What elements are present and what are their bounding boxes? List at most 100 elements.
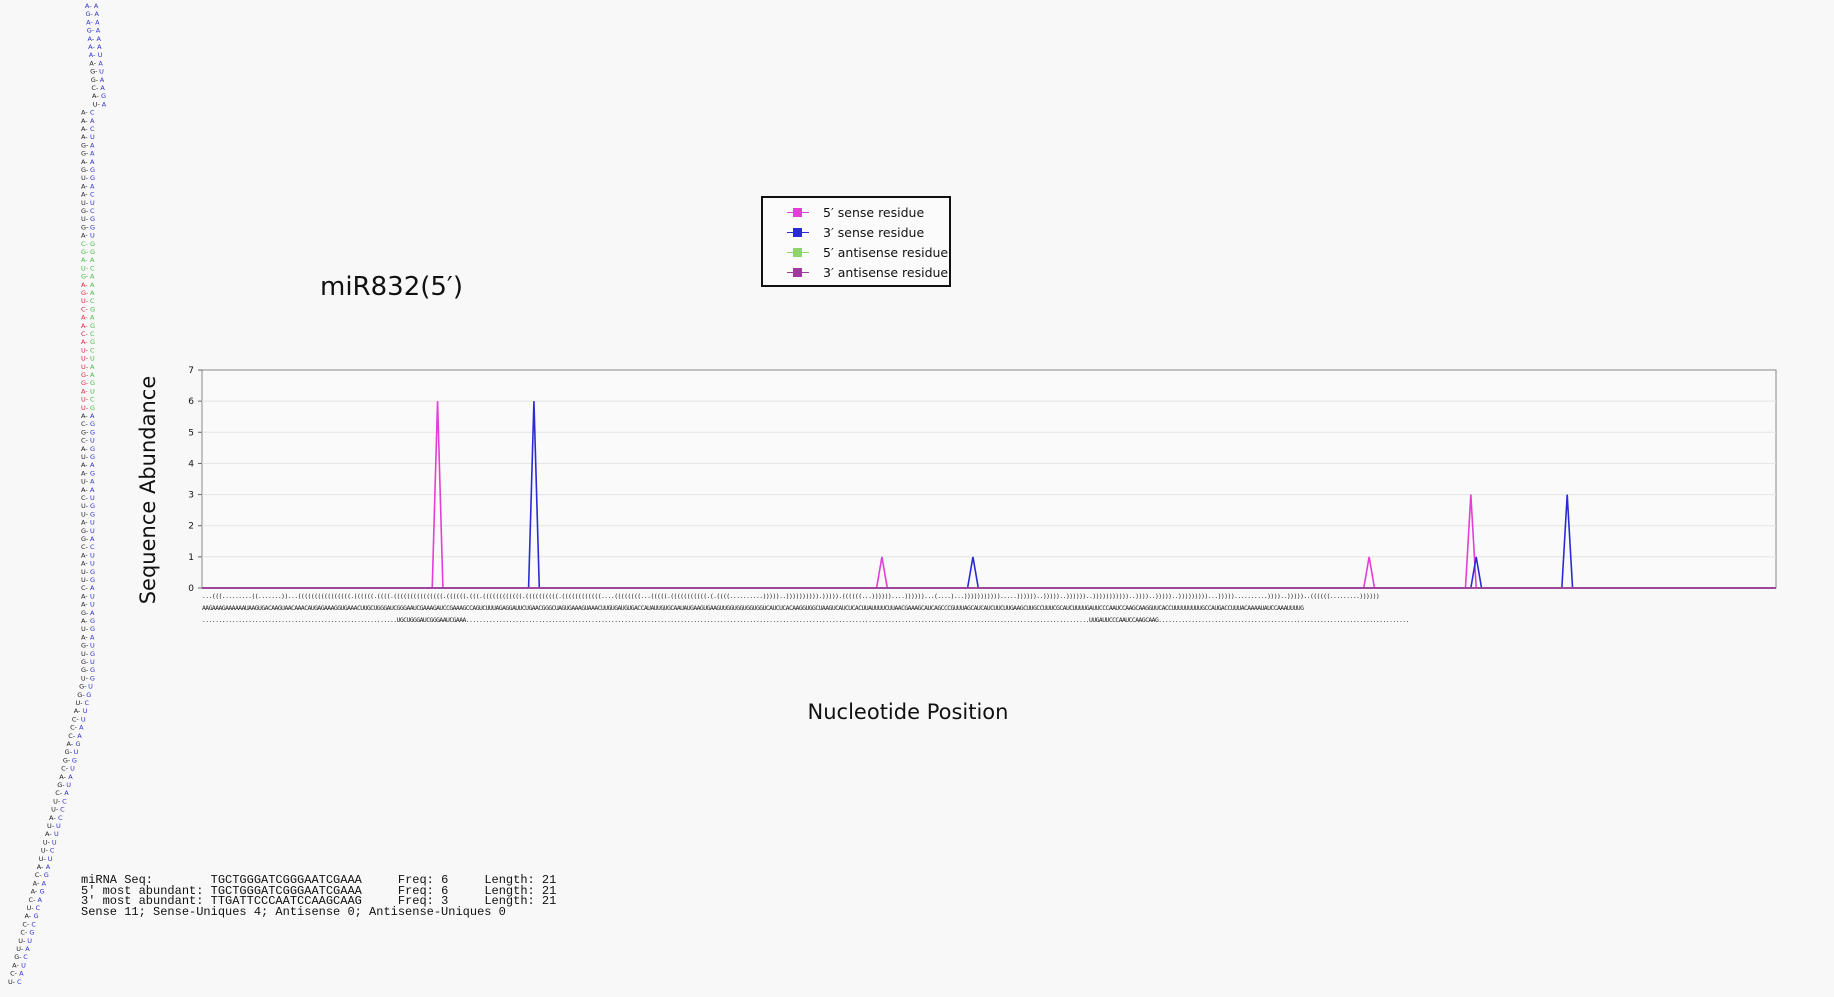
hairpin-base: C- [55, 789, 63, 797]
hairpin-base: G [90, 650, 95, 658]
hairpin-base: U- [81, 297, 89, 305]
stats-row-mirna: miRNA Seq: TGCTGGGATCGGGAATCGAAA Freq: 6… [81, 873, 557, 887]
hairpin-base: A- [31, 888, 38, 896]
hairpin-base: C [36, 904, 41, 912]
hairpin-base: A- [81, 125, 88, 133]
hairpin-base: U [90, 551, 95, 559]
hairpin-base: A [90, 363, 95, 371]
hairpin-base: A [90, 584, 95, 592]
y-axis-label: Sequence Abundance [136, 375, 160, 605]
hairpin-base: A [90, 256, 95, 264]
hairpin-base: A- [45, 830, 52, 838]
hairpin-base: C [90, 297, 95, 305]
x-axis-label: Nucleotide Position [807, 700, 1009, 724]
stats-row-summary: Sense 11; Sense-Uniques 4; Antisense 0; … [81, 904, 506, 919]
hairpin-base: C- [81, 305, 89, 313]
mirna-alignment-row: ........................................… [202, 616, 1409, 624]
y-tick-label: 5 [188, 428, 194, 438]
hairpin-base: U [66, 781, 71, 789]
hairpin-base: G [90, 166, 95, 174]
hairpin-base: A [19, 970, 24, 978]
legend-marker-5-sense [787, 206, 809, 218]
hairpin-base: G- [81, 609, 89, 617]
hairpin-base: C- [81, 494, 89, 502]
y-tick-label: 6 [188, 397, 194, 407]
hairpin-base: U- [93, 100, 101, 108]
legend-item-3-sense: 3′ sense residue [787, 222, 949, 242]
hairpin-base: C- [22, 920, 30, 928]
hairpin-base: A [94, 10, 99, 18]
hairpin-base: G [90, 568, 95, 576]
hairpin-base: G- [81, 141, 89, 149]
hairpin-base: G- [87, 27, 95, 35]
hairpin-base: A- [88, 43, 95, 51]
y-tick-label: 1 [188, 553, 194, 563]
hairpin-base: A- [89, 51, 96, 59]
hairpin-base: C [90, 264, 95, 272]
hairpin-base: A- [81, 281, 88, 289]
hairpin-base: C- [81, 420, 89, 428]
hairpin-base: A- [74, 707, 81, 715]
hairpin-base: G [40, 888, 45, 896]
hairpin-base: A- [81, 412, 88, 420]
hairpin-base: U- [81, 625, 89, 633]
hairpin-base: C- [10, 970, 18, 978]
hairpin-base: C [90, 543, 95, 551]
hairpin-base: A- [81, 560, 88, 568]
hairpin-base: A- [81, 158, 88, 166]
hairpin-base: G- [81, 273, 89, 281]
hairpin-base: G [33, 912, 38, 920]
hairpin-base: A [79, 724, 84, 732]
hairpin-base: A [90, 281, 95, 289]
hairpin-base: C [62, 797, 67, 805]
hairpin-base: C- [81, 330, 89, 338]
hairpin-base: A [90, 461, 95, 469]
hairpin-base: A- [49, 814, 56, 822]
hairpin-base: G [29, 929, 34, 937]
hairpin-base: G [90, 420, 95, 428]
hairpin-base: A [90, 141, 95, 149]
hairpin-base: U- [81, 478, 89, 486]
hairpin-base: A- [81, 592, 88, 600]
hairpin-base: A [90, 158, 95, 166]
hairpin-base: G [90, 379, 95, 387]
hairpin-base: U- [81, 453, 89, 461]
hairpin-base: G [90, 215, 95, 223]
hairpin-base: G- [81, 166, 89, 174]
hairpin-base: A [97, 43, 102, 51]
hairpin-base: A- [81, 519, 88, 527]
hairpin-base: A [90, 633, 95, 641]
hairpin-base: G [90, 625, 95, 633]
hairpin-base: C [90, 207, 95, 215]
hairpin-base: A [90, 412, 95, 420]
legend-label-3-antisense: 3′ antisense residue [823, 264, 949, 280]
stats-row-3-most: 3′ most abundant: TTGATTCCCAATCCAAGCAAG … [81, 894, 557, 908]
hairpin-base: G- [79, 683, 87, 691]
hairpin-base: A [100, 76, 105, 84]
hairpin-base: A- [81, 232, 88, 240]
hairpin-base: A- [81, 551, 88, 559]
hairpin-base: G- [81, 371, 89, 379]
hairpin-base: G- [81, 666, 89, 674]
hairpin-base: C [90, 330, 95, 338]
hairpin-base: U- [81, 174, 89, 182]
stats-block: miRNA Seq: TGCTGGGATCGGGAATCGAAA Freq: 6… [81, 873, 557, 919]
hairpin-base: C- [81, 543, 89, 551]
hairpin-base: A [90, 535, 95, 543]
hairpin-base: A [96, 35, 101, 43]
hairpin-base: C [50, 847, 55, 855]
legend-label-3-sense: 3′ sense residue [823, 224, 925, 240]
legend-marker-3-sense [787, 226, 809, 238]
hairpin-base: A [77, 732, 82, 740]
hairpin-base: A- [33, 879, 40, 887]
hairpin-base: A- [81, 133, 88, 141]
hairpin-base: A [90, 609, 95, 617]
legend-item-3-antisense: 3′ antisense residue [787, 262, 949, 282]
hairpin-base: G- [81, 150, 89, 158]
hairpin-base: U- [81, 502, 89, 510]
hairpin-base: U- [8, 978, 16, 986]
hairpin-base: A [102, 100, 107, 108]
hairpin-base: U- [81, 576, 89, 584]
hairpin-base: A- [89, 59, 96, 67]
hairpin-base: A- [81, 322, 88, 330]
